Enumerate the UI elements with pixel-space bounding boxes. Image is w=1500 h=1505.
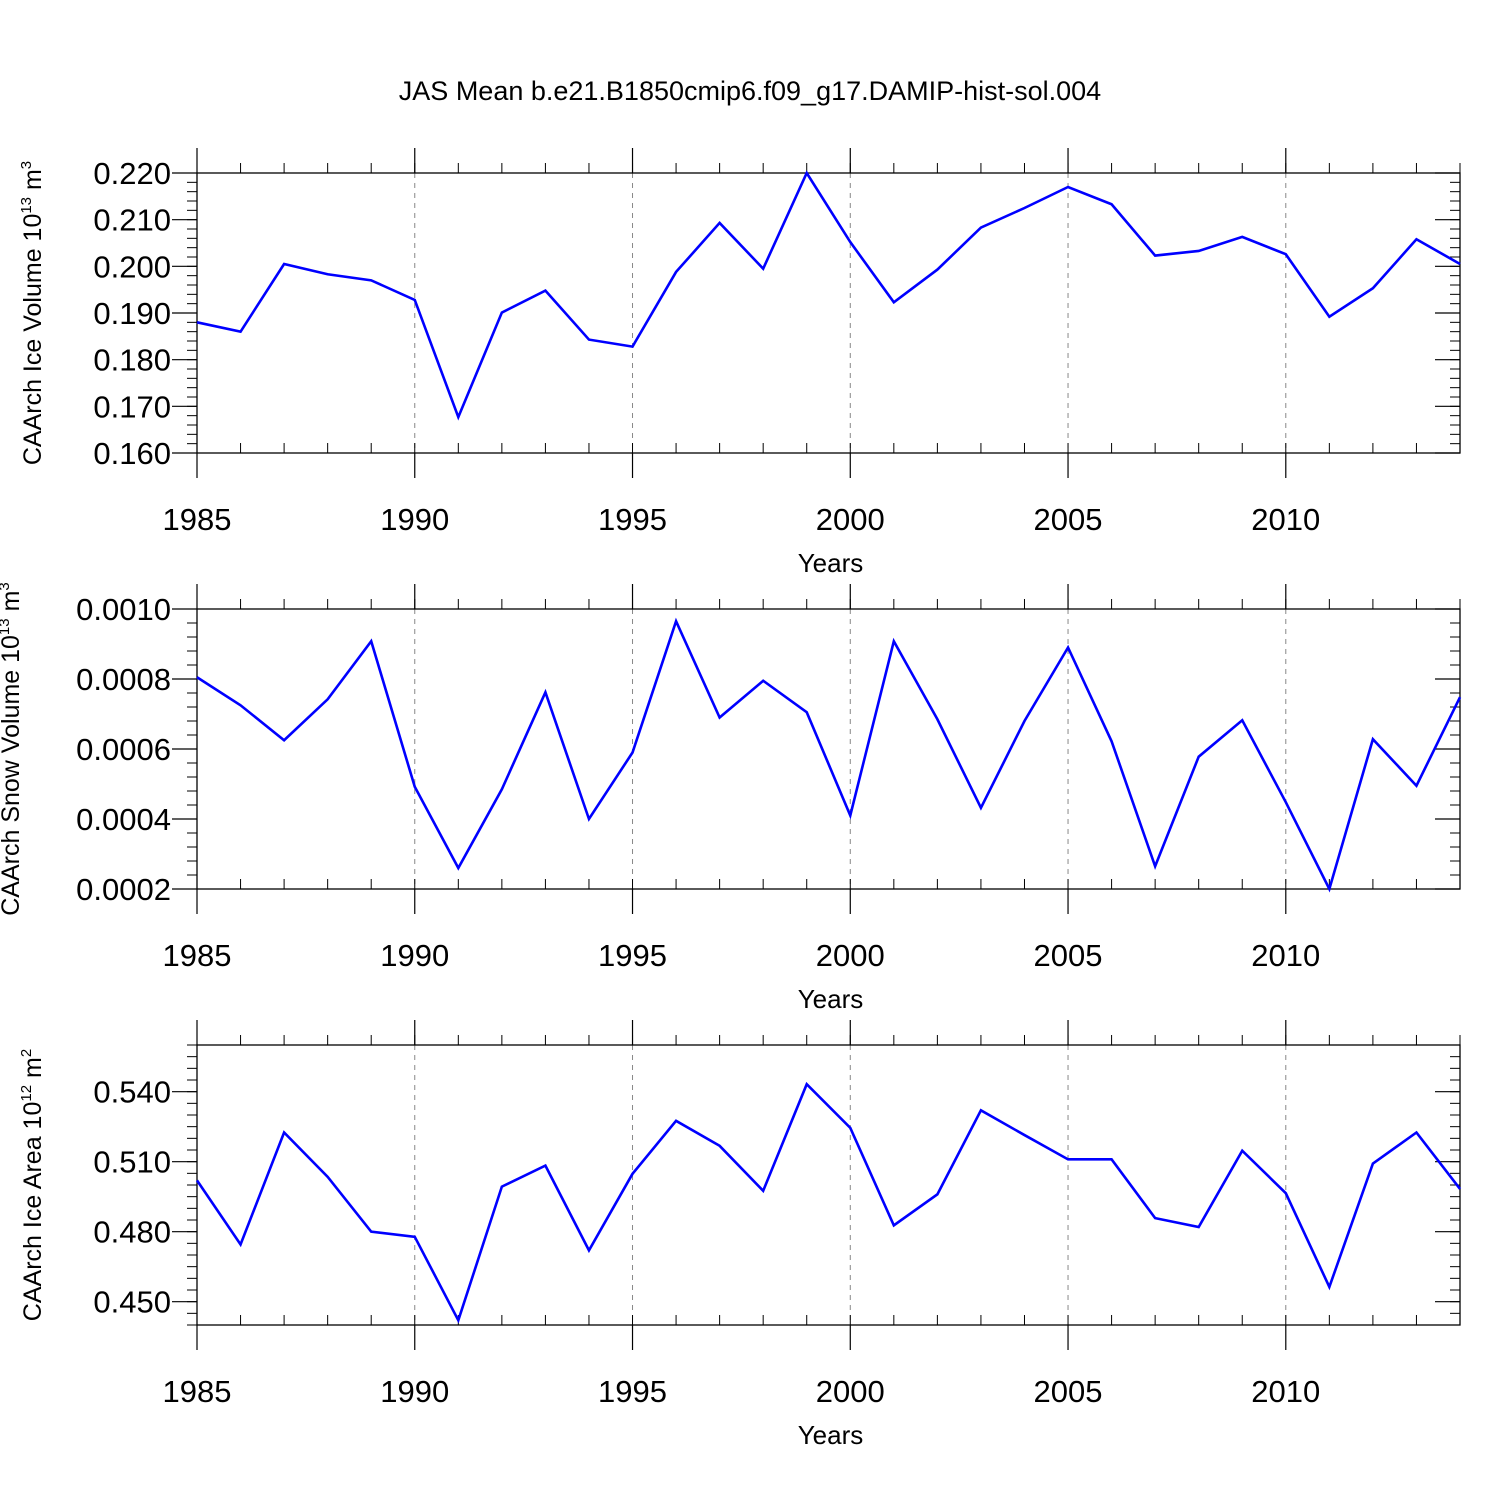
series-line <box>197 173 1460 417</box>
y-tick-label: 0.540 <box>93 1075 171 1110</box>
x-tick-label: 2005 <box>1034 1374 1103 1409</box>
x-axis-title: Years <box>798 984 864 1014</box>
chart-panel-2: 1985 1990 1995 2000 2005 2010 0.0002 0.0004 0.00… <box>0 582 1460 1014</box>
y-tick-label: 0.220 <box>93 156 171 191</box>
x-axis-title: Years <box>798 1420 864 1450</box>
y-tick-label: 0.0010 <box>76 592 171 627</box>
y-tick-label: 0.0008 <box>76 662 171 697</box>
y-axis-title-exponent: 13 <box>0 618 13 635</box>
y-axis-title-text: CAArch Ice Area 10 <box>19 1102 47 1322</box>
plot-frame <box>197 173 1460 453</box>
x-tick-label: 1990 <box>380 502 449 537</box>
y-axis-title-unit-exponent: 3 <box>18 161 35 169</box>
x-tick-label: 1985 <box>163 502 232 537</box>
x-tick-label: 1985 <box>163 1374 232 1409</box>
y-tick-label: 0.480 <box>93 1215 171 1250</box>
y-tick-label: 0.170 <box>93 389 171 424</box>
y-axis-title-exponent: 13 <box>18 197 35 214</box>
x-tick-label: 1995 <box>598 1374 667 1409</box>
chart-panel-3: 1985 1990 1995 2000 2005 2010 0.450 0.480 0.510 0… <box>18 1020 1460 1450</box>
y-axis-title-unit-exponent: 2 <box>18 1049 35 1057</box>
x-tick-label: 2010 <box>1251 938 1320 973</box>
y-tick-label: 0.160 <box>93 436 171 471</box>
x-axis-title: Years <box>798 548 864 578</box>
chart-panel-1: 1985 1990 1995 2000 2005 2010 0.160 0.170 0.180 0… <box>18 148 1460 578</box>
x-tick-label: 2005 <box>1034 938 1103 973</box>
x-tick-label: 2005 <box>1034 502 1103 537</box>
y-axis-title: CAArch Snow Volume 1013 m3 <box>0 582 25 916</box>
x-tick-label: 1990 <box>380 938 449 973</box>
x-tick-label: 1985 <box>163 938 232 973</box>
y-tick-label: 0.0004 <box>76 802 171 837</box>
series-line <box>197 621 1460 889</box>
y-tick-label: 0.0002 <box>76 872 171 907</box>
y-tick-label: 0.510 <box>93 1145 171 1180</box>
y-axis-title-exponent: 12 <box>18 1085 35 1102</box>
y-tick-label: 0.210 <box>93 203 171 238</box>
chart-title: JAS Mean b.e21.B1850cmip6.f09_g17.DAMIP-… <box>399 76 1101 106</box>
x-tick-label: 1995 <box>598 502 667 537</box>
x-tick-label: 2010 <box>1251 1374 1320 1409</box>
series-line <box>197 1084 1460 1320</box>
y-axis-title-unit: m <box>0 591 25 619</box>
y-tick-label: 0.180 <box>93 343 171 378</box>
y-tick-label: 0.450 <box>93 1285 171 1320</box>
y-axis-title: CAArch Ice Area 1012 m2 <box>18 1049 47 1321</box>
y-axis-title-unit-exponent: 3 <box>0 582 13 590</box>
y-axis-title: CAArch Ice Volume 1013 m3 <box>18 161 47 465</box>
plot-frame <box>197 609 1460 889</box>
x-tick-label: 2000 <box>816 1374 885 1409</box>
x-tick-label: 1995 <box>598 938 667 973</box>
y-tick-label: 0.0006 <box>76 732 171 767</box>
y-tick-label: 0.190 <box>93 296 171 331</box>
x-tick-label: 2000 <box>816 938 885 973</box>
x-tick-label: 1990 <box>380 1374 449 1409</box>
y-axis-title-text: CAArch Ice Volume 10 <box>19 214 47 466</box>
y-axis-title-text: CAArch Snow Volume 10 <box>0 635 25 916</box>
y-axis-title-unit: m <box>19 1057 47 1085</box>
x-tick-label: 2010 <box>1251 502 1320 537</box>
y-tick-label: 0.200 <box>93 249 171 284</box>
plot-frame <box>197 1045 1460 1325</box>
x-tick-label: 2000 <box>816 502 885 537</box>
y-axis-title-unit: m <box>19 169 47 197</box>
